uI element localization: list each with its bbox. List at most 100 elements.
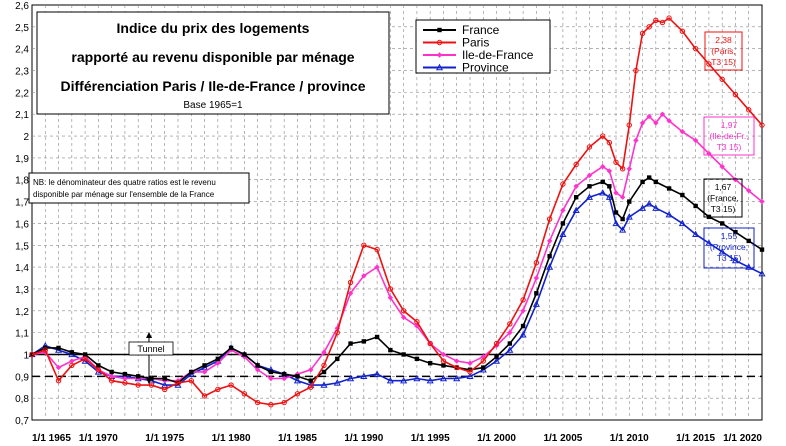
data-point — [620, 216, 625, 222]
y-tick-label: 0,9 — [15, 372, 29, 383]
data-point — [82, 356, 88, 362]
data-point — [732, 177, 739, 183]
data-point — [646, 113, 652, 120]
series-line — [31, 17, 763, 406]
legend-label: France — [462, 23, 500, 37]
data-point — [122, 375, 128, 382]
y-tick-label: 2,5 — [15, 23, 29, 34]
data-point — [759, 122, 765, 128]
data-point — [427, 340, 433, 347]
data-point — [547, 253, 552, 259]
data-point — [215, 356, 221, 362]
data-point — [42, 347, 48, 353]
end-label-box — [703, 178, 743, 218]
data-point — [346, 374, 355, 382]
base-label: Base 1965=1 — [183, 100, 243, 111]
data-point — [135, 382, 141, 388]
end-label-text: (Paris, — [711, 46, 736, 56]
data-point — [679, 28, 686, 34]
data-point — [494, 354, 499, 359]
data-point — [732, 91, 739, 98]
data-point — [646, 24, 652, 30]
data-point — [439, 374, 448, 382]
data-point — [440, 358, 447, 364]
y-tick-label: 1,7 — [15, 198, 29, 209]
tunnel-label: Tunnel — [137, 344, 164, 354]
data-point — [666, 15, 672, 21]
data-point — [666, 118, 672, 124]
data-point — [426, 376, 434, 384]
data-point — [466, 372, 474, 380]
data-point — [321, 349, 327, 355]
end-label-paris: 2,38(Paris,T3 15) — [704, 31, 743, 71]
data-point — [467, 369, 473, 375]
data-point — [228, 345, 234, 351]
x-tick-label: 1/1 2005 — [543, 433, 582, 444]
data-point — [268, 402, 274, 408]
x-tick-label: 1/1 2010 — [610, 433, 649, 444]
data-point — [467, 360, 473, 366]
legend-label: Paris — [462, 36, 489, 50]
tunnel-arrowhead-up — [146, 332, 152, 338]
tunnel-annotation: Tunnel — [128, 332, 174, 384]
legend-label: Ile-de-France — [462, 48, 534, 62]
data-point — [705, 239, 713, 246]
data-point — [746, 187, 752, 194]
data-point — [619, 166, 626, 172]
data-point — [653, 17, 659, 23]
data-point — [507, 329, 513, 336]
data-point — [507, 321, 513, 327]
data-point — [627, 199, 632, 204]
data-point — [600, 133, 606, 139]
data-point — [693, 203, 698, 209]
data-point — [388, 347, 393, 353]
y-tick-label: 0,7 — [15, 416, 29, 427]
end-labels: 2,38(Paris,T3 15)1,97(Ile-de-Fr.,T3 15)1… — [703, 31, 755, 269]
data-point — [638, 204, 647, 211]
data-point — [652, 204, 660, 211]
data-point — [746, 107, 752, 113]
note-line: disponible par ménage sur l'ensemble de … — [33, 190, 215, 199]
note-box: NB: le dénominateur des quatre ratios es… — [28, 172, 250, 204]
x-tick-label: 1/1 1965 — [32, 433, 71, 444]
data-point — [520, 297, 526, 303]
data-point — [454, 358, 460, 364]
data-point — [546, 263, 554, 270]
data-point — [175, 380, 181, 386]
data-point — [440, 351, 447, 358]
data-point — [374, 264, 380, 270]
data-point — [148, 382, 155, 388]
end-label-france: 1,67(France,T3 15) — [703, 178, 743, 218]
data-point — [640, 179, 645, 185]
data-point — [228, 382, 234, 388]
data-point — [122, 371, 128, 377]
data-point — [334, 329, 340, 336]
data-point — [759, 198, 765, 205]
note-text: NB: le dénominateur des quatre ratios es… — [33, 178, 216, 199]
data-point — [386, 376, 394, 384]
data-point — [559, 230, 567, 238]
data-point — [633, 67, 639, 74]
data-point — [759, 247, 765, 252]
data-point — [188, 377, 194, 384]
y-tick-label: 2,4 — [15, 45, 29, 56]
data-point — [534, 291, 539, 296]
data-point — [560, 181, 566, 187]
y-tick-label: 2 — [23, 132, 29, 143]
data-point — [586, 172, 593, 179]
end-label-text: 1,97 — [721, 120, 738, 130]
data-point — [560, 207, 566, 214]
y-tick-label: 1,8 — [15, 176, 29, 187]
data-point — [400, 308, 407, 314]
data-point — [308, 367, 314, 373]
data-point — [347, 279, 354, 286]
data-point — [441, 363, 446, 368]
data-point — [492, 357, 501, 364]
data-point — [719, 76, 725, 82]
data-point — [645, 200, 653, 207]
data-point — [400, 376, 408, 384]
data-point — [281, 371, 287, 377]
data-point — [109, 369, 114, 375]
